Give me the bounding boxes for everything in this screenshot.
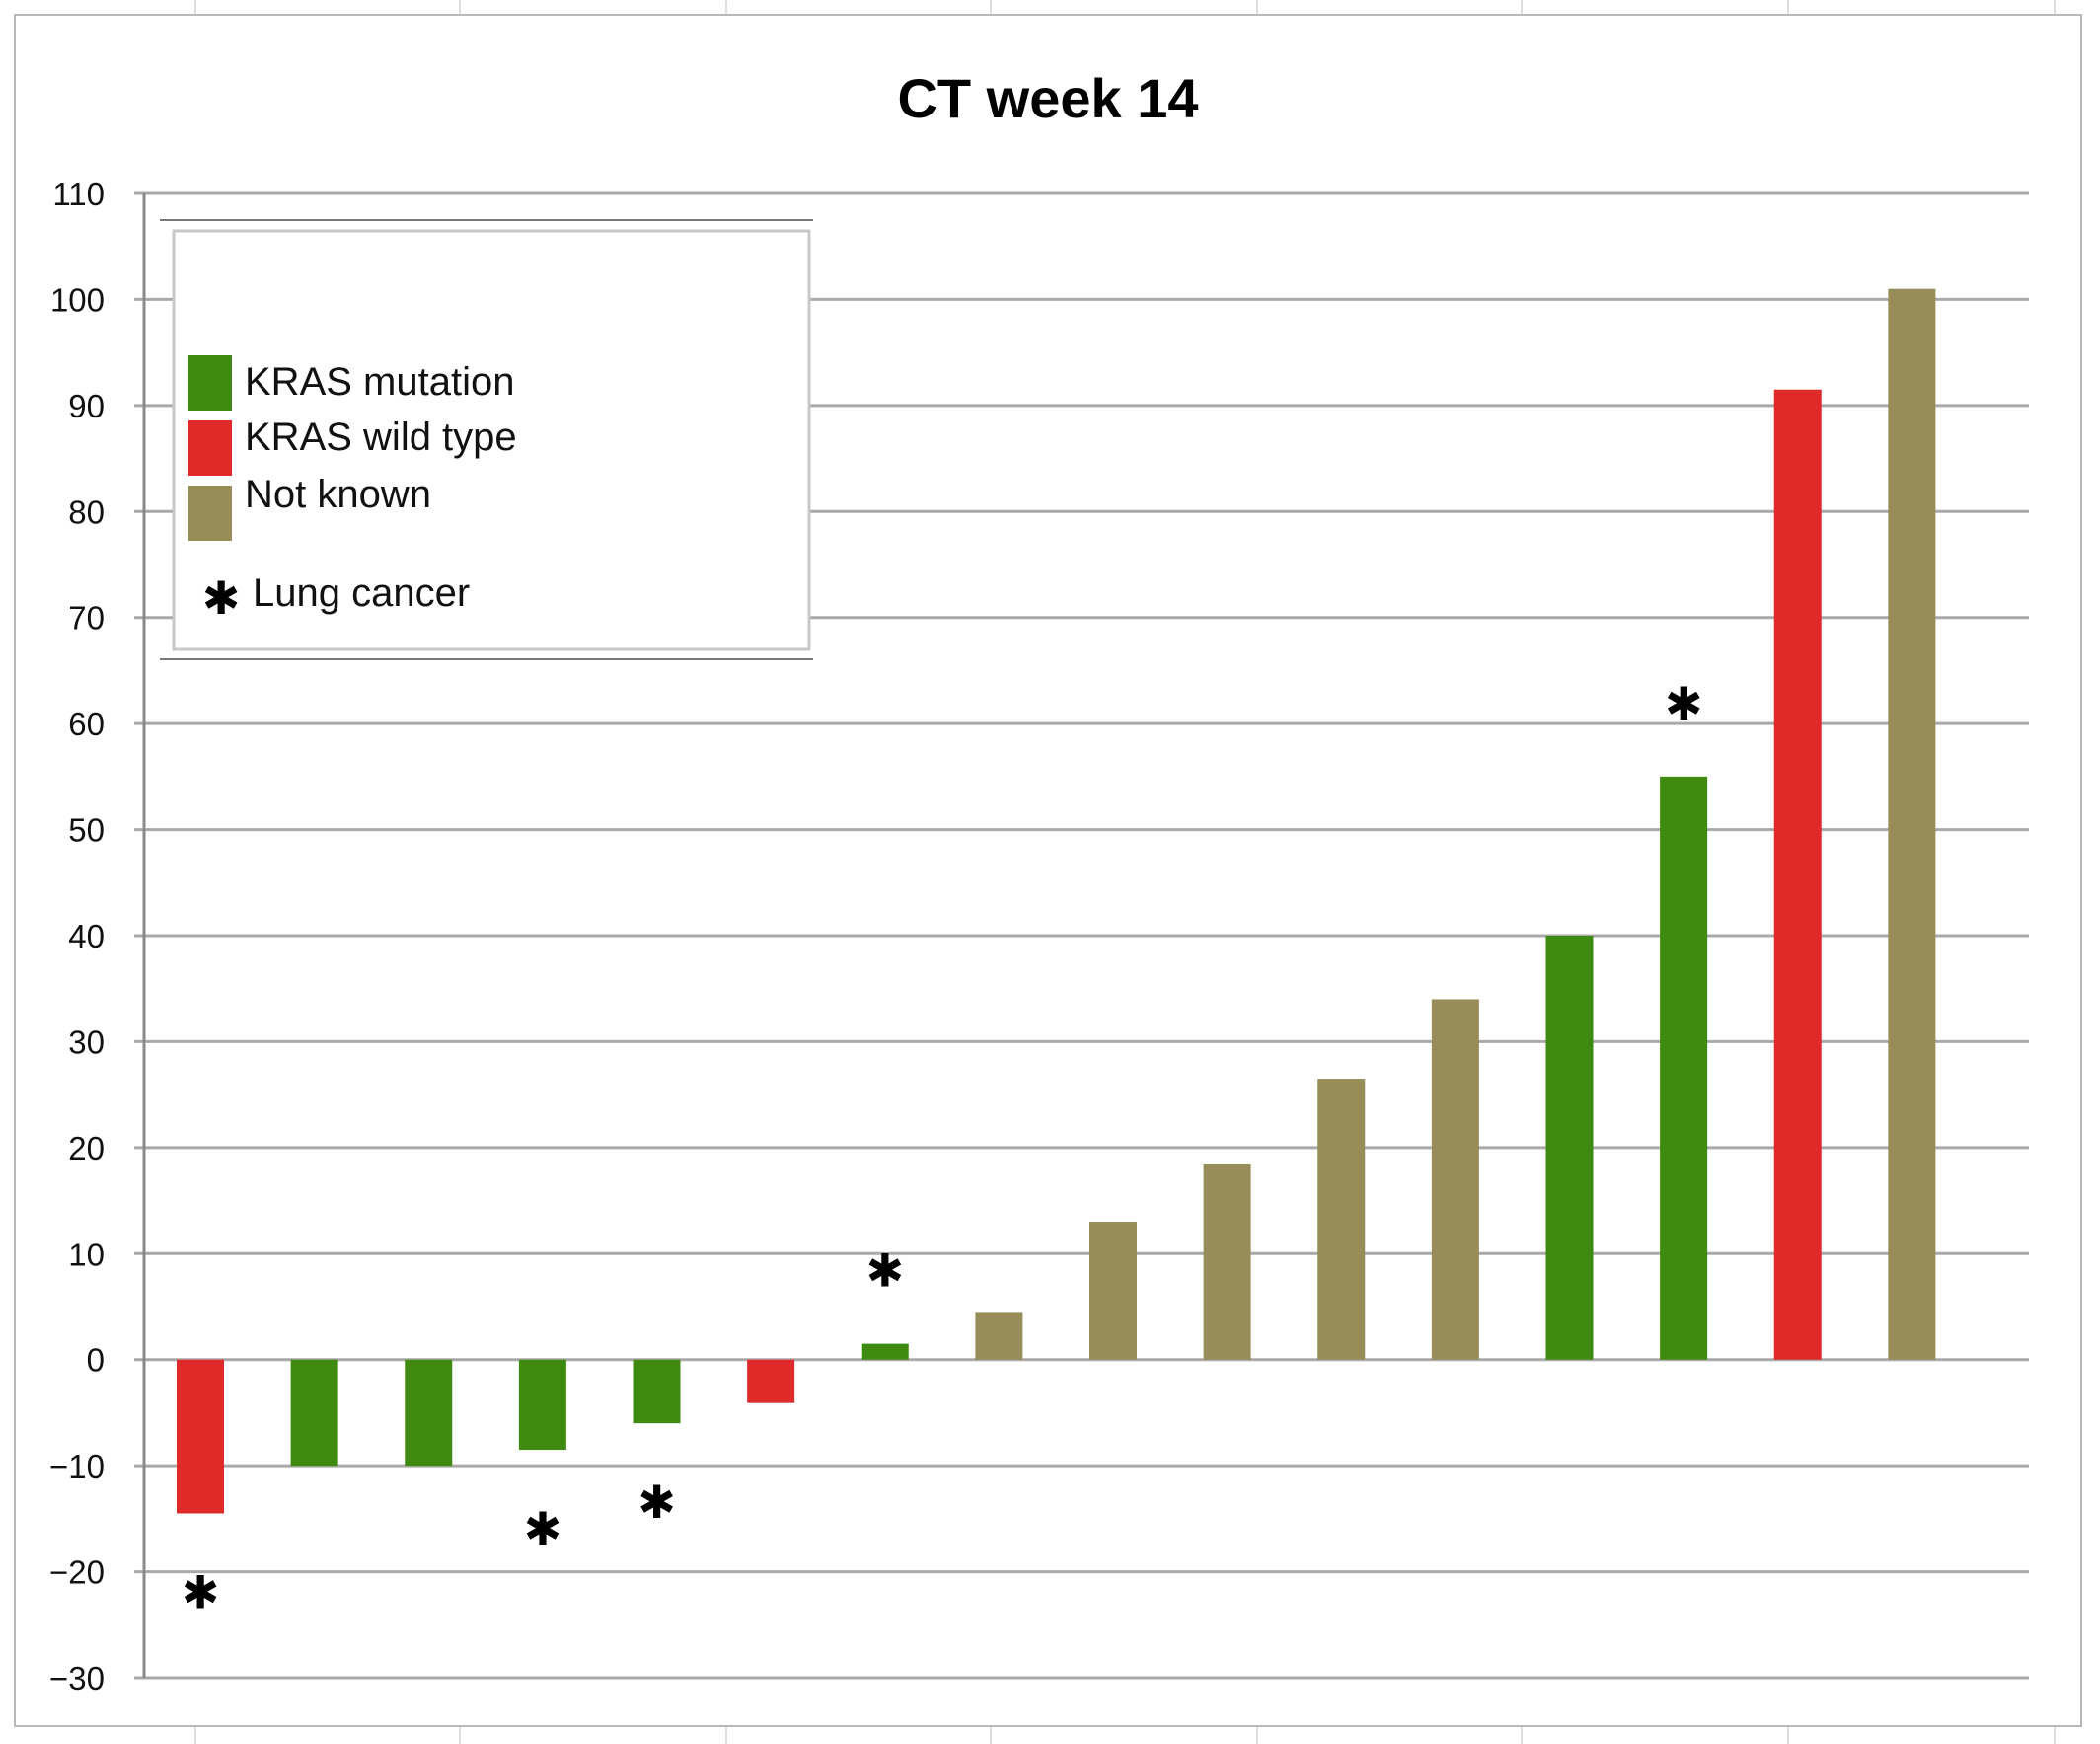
- legend-swatch-not-known: [188, 486, 232, 541]
- bar: [1317, 1079, 1366, 1360]
- chart-canvas: CT week 14 1101009080706050403020100−10−…: [49, 67, 2029, 1697]
- y-tick-label: 50: [68, 812, 105, 849]
- bar: [1773, 389, 1822, 1360]
- legend-label-kras-mutation: KRAS mutation: [245, 360, 514, 404]
- bar: [1660, 776, 1708, 1360]
- legend-label-kras-wild-type: KRAS wild type: [245, 416, 517, 459]
- chart-title: CT week 14: [897, 67, 1198, 129]
- bar: [747, 1359, 795, 1403]
- y-tick-label: 110: [52, 176, 105, 212]
- y-tick-label: 90: [68, 388, 105, 424]
- bar: [1089, 1222, 1137, 1360]
- lung-cancer-marker: ✱: [524, 1502, 562, 1555]
- legend-swatch-kras-mutation: [188, 355, 232, 411]
- y-tick-label: 30: [68, 1024, 105, 1060]
- bar: [1545, 936, 1594, 1360]
- y-tick-label: −30: [49, 1660, 105, 1697]
- y-tick-label: 60: [68, 706, 105, 742]
- bar: [518, 1359, 566, 1451]
- lung-cancer-marker: ✱: [865, 1245, 904, 1298]
- y-tick-label: 20: [68, 1130, 105, 1167]
- bar: [633, 1359, 681, 1424]
- bar: [1203, 1163, 1251, 1360]
- bar: [405, 1359, 453, 1467]
- y-tick-label: 70: [68, 600, 105, 637]
- y-tick-label: 100: [50, 281, 105, 318]
- bars: [177, 288, 1936, 1514]
- lung-cancer-marker: ✱: [1665, 677, 1703, 730]
- y-tick-label: −10: [49, 1448, 105, 1484]
- lung-cancer-marker: ✱: [182, 1565, 220, 1619]
- bar: [1431, 999, 1479, 1360]
- bar: [861, 1343, 909, 1360]
- legend-box: [172, 229, 811, 651]
- bar: [975, 1312, 1023, 1360]
- y-tick-label: 10: [68, 1236, 105, 1272]
- y-tick-label: 0: [87, 1342, 105, 1379]
- lung-cancer-marker: ✱: [638, 1476, 676, 1529]
- bar: [290, 1359, 338, 1467]
- y-tick-label: 80: [68, 493, 105, 530]
- bar: [1888, 288, 1936, 1360]
- legend-label-not-known: Not known: [245, 473, 431, 516]
- y-tick-label: 40: [68, 918, 105, 954]
- lung-cancer-markers: ✱ ✱ ✱ ✱ ✱: [182, 677, 1703, 1620]
- legend: KRAS mutation KRAS wild type Not known ✱…: [160, 219, 813, 660]
- chart-frame[interactable]: CT week 14 110 100 90 80 70 60 50 40 30 20 10 0 −10−…: [14, 14, 2082, 1727]
- legend-asterisk-icon: ✱: [202, 571, 241, 625]
- legend-swatch-kras-wild-type: [188, 420, 232, 476]
- y-tick-label: −20: [49, 1554, 105, 1591]
- legend-label-lung-cancer: Lung cancer: [253, 571, 470, 615]
- bar: [177, 1359, 224, 1514]
